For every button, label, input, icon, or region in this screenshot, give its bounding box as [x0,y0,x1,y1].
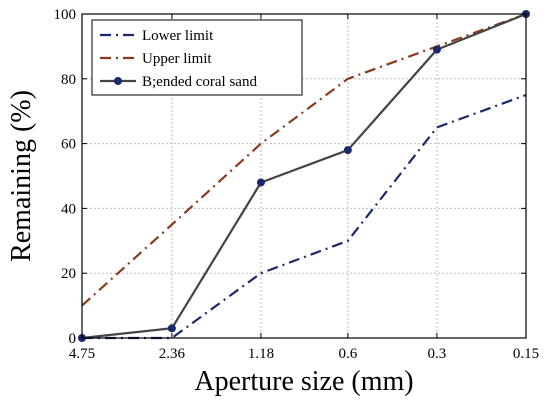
x-tick-label: 0.6 [338,346,357,362]
data-point [432,45,441,54]
data-point [167,324,176,333]
x-axis-title: Aperture size (mm) [194,366,413,397]
plot-frame [81,13,527,339]
legend-marker [114,77,122,85]
series-lower-limit [82,93,527,340]
data-point [343,146,352,155]
legend-label: B;ended coral sand [142,74,257,90]
series-line-upper-limit [81,12,527,307]
series-line-b-ended-coral-sand [81,12,527,340]
legend-label: Lower limit [142,28,214,44]
x-tick-label: 0.3 [428,346,447,362]
legend-label: Upper limit [142,51,212,67]
x-tick-label: 1.18 [248,346,274,362]
series-b-ended-coral-sand [78,10,530,342]
x-tick-label: 4.75 [69,346,95,362]
legend-item-lower-limit: Lower limit [100,28,214,44]
y-tick-label: 60 [61,137,76,153]
legend: Lower limit Upper limit B;ended coral sand [91,19,303,96]
x-tick-label: 2.36 [159,346,186,362]
data-point [256,178,265,187]
y-tick-label: 20 [61,266,76,282]
x-tick-label: 0.15 [513,346,539,362]
legend-item-upper-limit: Upper limit [100,51,212,67]
y-tick-label: 40 [61,201,76,217]
series-upper-limit [81,12,527,307]
series-line-lower-limit [82,93,527,340]
y-tick-label: 0 [69,331,77,347]
axis-ticks: 0 20 40 60 80 100 4.75 2.36 1.18 0.6 0.3 0.15 [54,7,540,362]
y-axis-title: Remaining (%) [6,90,37,262]
series-layer [78,10,530,342]
y-tick-label: 80 [61,72,76,88]
legend-item-b-ended-coral-sand: B;ended coral sand [100,74,257,90]
y-tick-label: 100 [54,7,77,23]
